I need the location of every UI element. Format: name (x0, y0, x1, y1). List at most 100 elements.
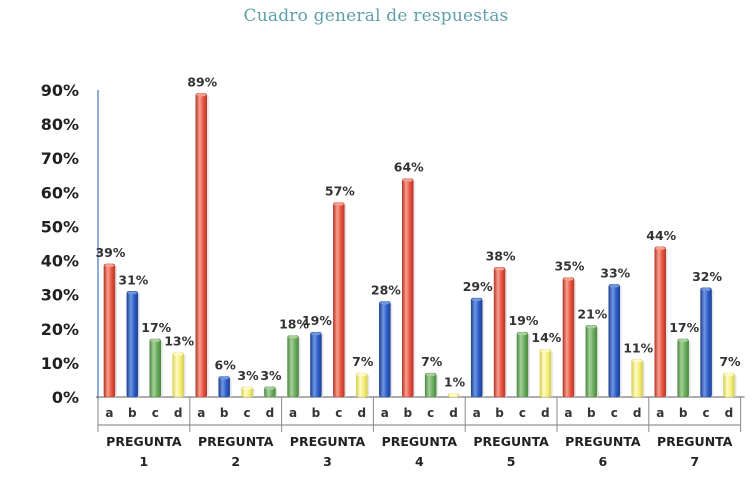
option-label: a (197, 406, 205, 420)
data-label: 7% (719, 354, 741, 369)
y-tick-label: 10% (41, 354, 79, 373)
bar-cap (425, 373, 436, 377)
data-label: 21% (577, 306, 607, 321)
group-label: PREGUNTA (473, 434, 549, 449)
option-label: d (541, 406, 550, 420)
bar-cap (678, 338, 689, 343)
data-label: 17% (141, 320, 171, 335)
group-number: 6 (599, 454, 608, 469)
data-label: 13% (164, 334, 194, 349)
bar-pregunta-4-b (402, 178, 414, 398)
y-tick-label: 90% (41, 81, 79, 100)
option-label: a (381, 406, 389, 420)
y-tick-label: 60% (41, 183, 79, 202)
option-label: a (289, 406, 297, 420)
bar-cap (196, 93, 207, 97)
data-label: 39% (95, 245, 125, 260)
y-tick-label: 30% (41, 286, 79, 305)
data-label: 31% (118, 272, 148, 287)
bar-cap (333, 202, 344, 206)
option-label: b (587, 406, 596, 420)
bar-cap (609, 284, 620, 288)
bar-cap (127, 291, 138, 295)
option-label: a (564, 406, 572, 420)
data-label: 28% (371, 282, 401, 297)
data-label: 89% (187, 74, 217, 89)
bar-cap (471, 297, 482, 302)
data-label: 19% (508, 313, 538, 328)
option-label: c (427, 406, 434, 420)
data-label: 11% (623, 340, 653, 355)
option-label: c (152, 406, 159, 420)
option-label: c (611, 406, 618, 420)
bar-pregunta-4-c (424, 372, 437, 398)
bar-cap (219, 376, 230, 380)
bar-cap (402, 178, 413, 182)
group-label: PREGUNTA (382, 434, 458, 449)
bar-cap (104, 263, 115, 268)
bar-cap (632, 359, 643, 363)
option-label: b (679, 406, 688, 420)
option-label: b (128, 406, 137, 420)
option-label: d (725, 406, 734, 420)
bar-pregunta-3-b (310, 331, 322, 398)
group-number: 7 (690, 454, 699, 469)
group-number: 3 (323, 454, 332, 469)
option-label: c (243, 406, 250, 420)
group-number: 2 (231, 454, 240, 469)
bar-pregunta-5-a (470, 297, 483, 398)
group-label: PREGUNTA (565, 434, 641, 449)
data-label: 29% (463, 279, 493, 294)
bar-cap (242, 386, 253, 390)
bar-cap (701, 287, 712, 291)
option-label: d (266, 406, 275, 420)
data-label: 14% (531, 330, 561, 345)
option-label: d (633, 406, 642, 420)
bar-cap (563, 277, 574, 281)
y-tick-label: 80% (41, 115, 79, 134)
y-tick-label: 50% (41, 217, 79, 236)
bar-cap (517, 332, 528, 336)
data-label: 6% (215, 358, 237, 373)
bar-pregunta-5-b (493, 267, 506, 398)
bar-cap (379, 301, 390, 305)
bar-pregunta-6-d (631, 359, 643, 398)
option-label: c (519, 406, 526, 420)
data-label: 57% (325, 184, 355, 199)
option-label: b (312, 406, 321, 420)
data-label: 32% (692, 269, 722, 284)
bar-pregunta-5-c (516, 331, 529, 398)
data-label: 35% (554, 259, 584, 274)
data-label: 44% (646, 228, 676, 243)
group-label: PREGUNTA (106, 434, 182, 449)
data-label: 7% (352, 354, 374, 369)
bar-pregunta-7-c (700, 287, 712, 398)
bar-pregunta-7-a (654, 246, 666, 398)
bar-cap (494, 267, 505, 271)
bar-cap (288, 335, 299, 339)
data-label: 7% (421, 354, 443, 369)
bar-pregunta-6-c (608, 284, 620, 398)
bar-pregunta-4-a (379, 301, 391, 398)
option-label: c (702, 406, 709, 420)
bar-pregunta-5-d (539, 348, 552, 398)
bar-pregunta-7-d (723, 372, 735, 398)
option-label: d (357, 406, 366, 420)
group-number: 4 (415, 454, 424, 469)
group-label: PREGUNTA (290, 434, 366, 449)
bar-pregunta-3-a (287, 335, 299, 398)
bar-cap (448, 393, 459, 397)
group-number: 1 (140, 454, 149, 469)
bar-pregunta-6-a (562, 277, 575, 398)
option-label: a (656, 406, 664, 420)
data-label: 33% (600, 265, 630, 280)
bar-pregunta-2-a (195, 93, 207, 398)
data-label: 1% (444, 375, 466, 390)
bar-pregunta-3-d (356, 372, 368, 398)
option-label: c (335, 406, 342, 420)
data-label: 64% (394, 160, 424, 175)
bar-pregunta-1-a (103, 263, 116, 398)
option-label: b (495, 406, 504, 420)
bar-pregunta-1-b (126, 291, 139, 398)
